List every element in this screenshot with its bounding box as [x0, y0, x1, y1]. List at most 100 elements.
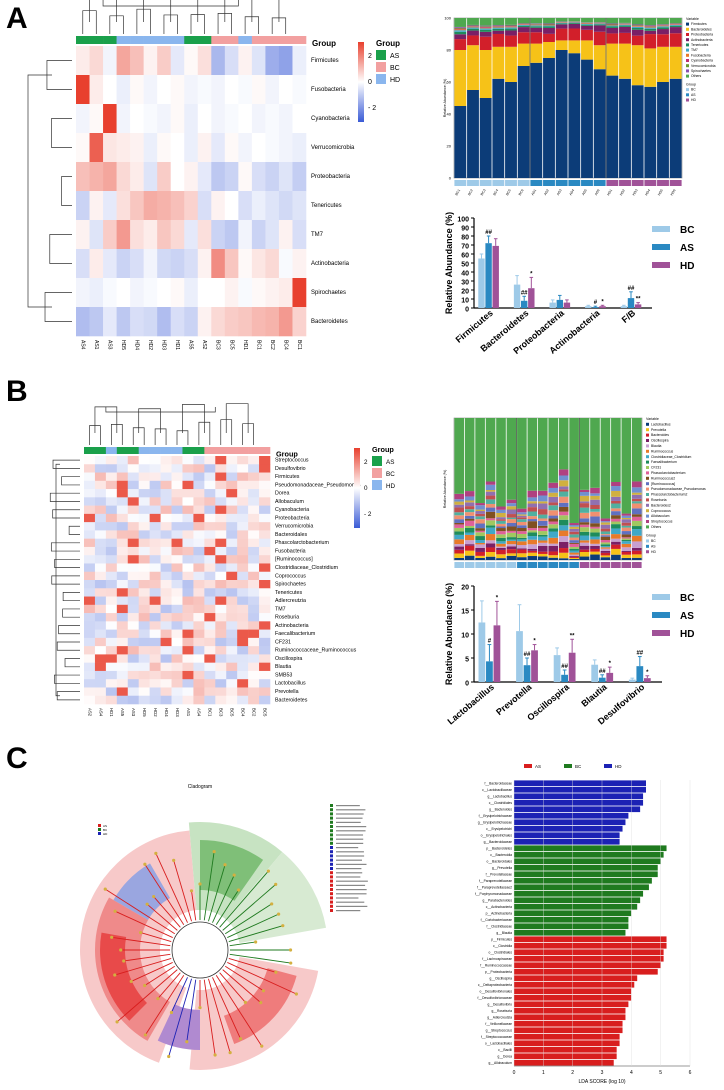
- stack-segment: [475, 523, 485, 529]
- cladogram-node: [243, 1000, 247, 1004]
- stack-segment: [579, 535, 590, 541]
- bar-y-label: Relative Abundance (%): [444, 583, 454, 685]
- stack-segment: [657, 25, 669, 27]
- stack-segment: [530, 18, 543, 24]
- heatmap-cell: [116, 480, 129, 490]
- cladogram-node: [270, 902, 274, 906]
- heatmap-cell: [238, 220, 253, 250]
- stack-segment: [485, 556, 496, 560]
- heatmap-cell: [143, 220, 158, 250]
- heatmap-cell: [84, 505, 96, 515]
- cladogram-node: [154, 851, 158, 855]
- cladogram-branch: [215, 974, 263, 1047]
- stack-segment: [464, 518, 475, 521]
- heatmap-cell: [215, 580, 227, 589]
- stack-segment: [496, 517, 506, 520]
- stack-segment: [496, 543, 506, 547]
- heatmap-cell: [265, 278, 280, 308]
- significance-mark: ##: [561, 664, 568, 670]
- cladogram-root-ring: [171, 921, 229, 979]
- heatmap-cell: [160, 662, 172, 672]
- heatmap-cell: [193, 588, 205, 597]
- heatmap-cell: [215, 596, 227, 606]
- heatmap-cell: [259, 464, 271, 473]
- stack-group-swatch: [646, 550, 649, 554]
- group-bar-cell: [182, 447, 194, 454]
- stack-segment: [621, 547, 632, 551]
- heatmap-cell: [226, 522, 238, 531]
- heatmap-cell: [138, 629, 150, 639]
- bar: [628, 679, 636, 682]
- lda-label: g__Oscillospira: [489, 977, 512, 981]
- stack-segment: [506, 418, 517, 500]
- stack-legend-swatch: [686, 27, 689, 31]
- group-bar-label: Group: [276, 449, 298, 458]
- stack-group-swatch: [686, 93, 689, 97]
- cladogram-node: [254, 940, 258, 944]
- lda-label: o__Clostridiales: [489, 951, 513, 955]
- heatmap-cell: [238, 307, 253, 337]
- stack-legend-label: Ruminococcus2: [651, 476, 675, 480]
- cladogram-taxa-swatch: [330, 808, 333, 812]
- heatmap-cell: [127, 563, 140, 573]
- heatmap-cell: [138, 662, 150, 672]
- stack-segment: [606, 43, 619, 76]
- heatmap-cell: [226, 621, 238, 630]
- cladogram-branch: [191, 890, 197, 921]
- stack-segment: [621, 525, 632, 528]
- heatmap-col-label: BC1: [296, 340, 302, 350]
- heatmap-cell: [224, 133, 239, 163]
- stack-segment: [464, 512, 475, 516]
- stack-segment: [558, 506, 569, 512]
- heatmap-cell: [89, 75, 104, 105]
- stack-segment: [485, 552, 496, 557]
- stack-segment: [464, 534, 475, 541]
- heatmap-cell: [215, 513, 227, 523]
- row-dendrogram: [27, 60, 72, 322]
- lda-label: o__Lactobacillales: [485, 1042, 512, 1046]
- stack-x-label: BC1: [454, 188, 461, 196]
- stack-segment: [631, 520, 642, 527]
- stack-segment: [454, 31, 467, 35]
- dendrogram-branch: [102, 0, 239, 7]
- stack-segment: [454, 522, 465, 525]
- stack-segment: [467, 25, 479, 27]
- heatmap-cell: [105, 596, 118, 606]
- stack-legend-swatch: [646, 509, 649, 513]
- heatmap-cell: [226, 629, 238, 639]
- cladogram-taxa-text: [336, 868, 362, 870]
- stack-group-cell: [479, 180, 492, 186]
- bar: [598, 677, 606, 682]
- heatmap-cell: [171, 679, 183, 688]
- stack-segment: [558, 480, 569, 487]
- heatmap-a: GroupFirmicutesFusobacteriaCyanobacteria…: [27, 0, 400, 350]
- heatmap-cell: [170, 307, 185, 337]
- stack-x-label: BC3: [480, 188, 487, 196]
- heatmap-cell: [94, 563, 107, 573]
- stack-x-label: BC2: [467, 188, 474, 196]
- stack-segment: [669, 33, 682, 47]
- stack-segment: [611, 548, 621, 555]
- heatmap-cell: [127, 613, 140, 622]
- cladogram-branch: [222, 884, 276, 931]
- heatmap-cell: [226, 456, 238, 465]
- heatmap-cell: [76, 278, 90, 308]
- stack-segment: [454, 527, 465, 532]
- stack-segment: [517, 531, 527, 534]
- heatmap-cell: [127, 456, 140, 465]
- stack-segment: [593, 24, 606, 26]
- lda-x-tick: 2: [571, 1070, 574, 1076]
- stack-segment: [505, 27, 517, 29]
- heatmap-cell: [160, 530, 172, 539]
- heatmap-cell: [204, 489, 216, 498]
- heatmap-cell: [226, 646, 238, 655]
- lda-bar: [514, 877, 652, 884]
- heatmap-cell: [103, 133, 117, 163]
- stack-segment: [479, 26, 492, 28]
- stack-segment: [479, 27, 492, 29]
- heatmap-cell: [149, 472, 161, 482]
- cladogram-taxa-swatch: [330, 804, 333, 807]
- stack-segment: [485, 495, 496, 500]
- heatmap-cell: [204, 604, 216, 614]
- stack-segment: [537, 540, 548, 543]
